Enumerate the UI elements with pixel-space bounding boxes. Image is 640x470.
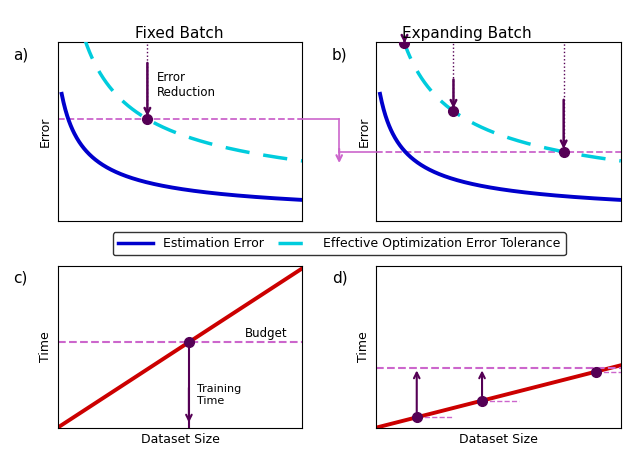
Text: Fixed Batch: Fixed Batch [135, 26, 223, 41]
Legend: Estimation Error, Effective Optimization Error Tolerance: Estimation Error, Effective Optimization… [113, 232, 566, 255]
Y-axis label: Error: Error [39, 117, 52, 147]
Text: Expanding Batch: Expanding Batch [403, 26, 532, 41]
Y-axis label: Time: Time [357, 331, 371, 362]
Text: Training
Time: Training Time [197, 384, 241, 406]
Text: c): c) [13, 271, 28, 286]
Text: Budget: Budget [245, 327, 288, 340]
Text: a): a) [13, 47, 29, 63]
Text: Error
Reduction: Error Reduction [157, 71, 216, 99]
Y-axis label: Time: Time [39, 331, 52, 362]
Y-axis label: Error: Error [357, 117, 371, 147]
X-axis label: Dataset Size: Dataset Size [141, 433, 220, 446]
X-axis label: Dataset Size: Dataset Size [459, 433, 538, 446]
Text: b): b) [332, 47, 348, 63]
Text: d): d) [332, 271, 348, 286]
